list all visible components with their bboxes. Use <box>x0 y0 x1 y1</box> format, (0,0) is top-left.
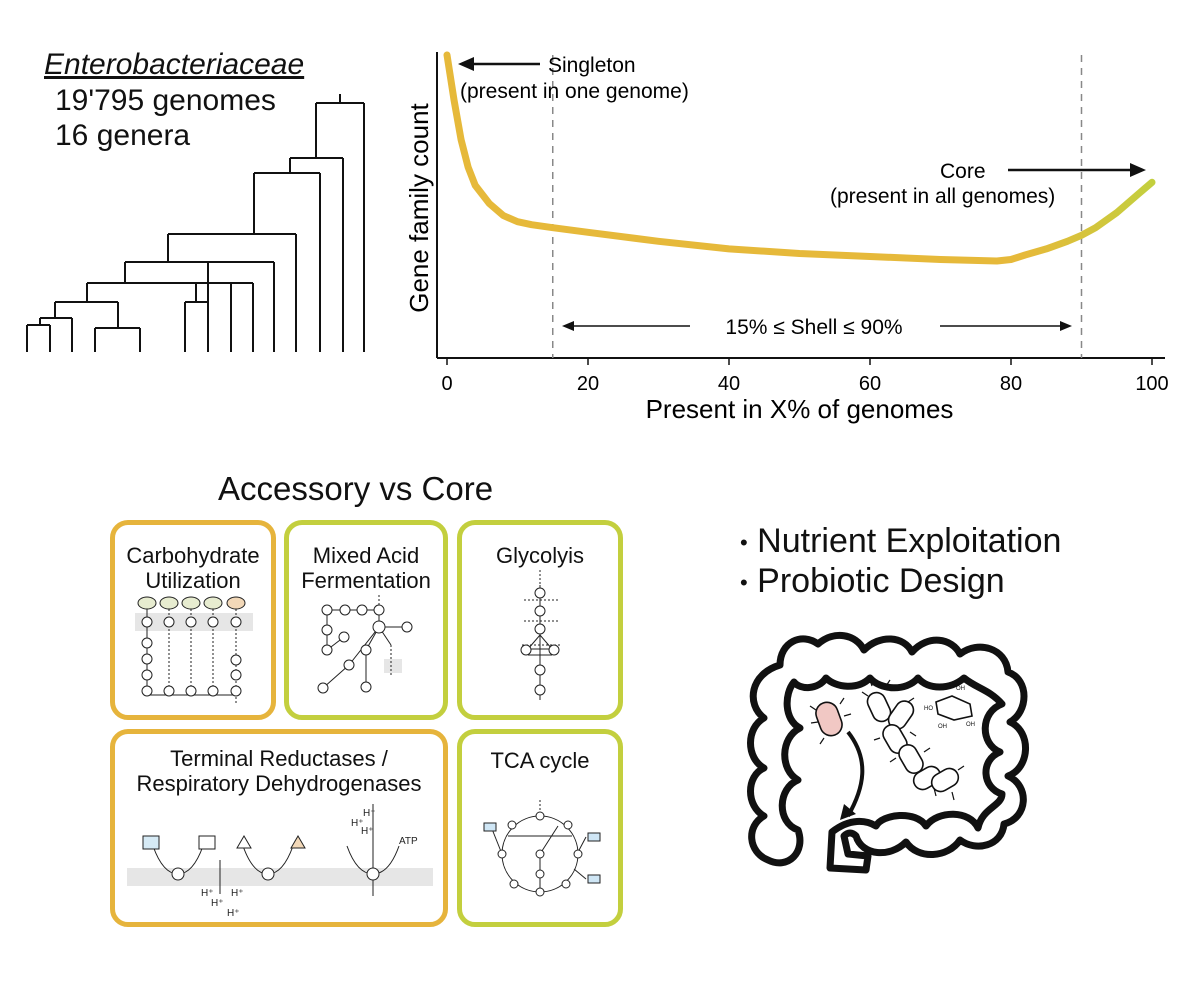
core-sub-label: (present in all genomes) <box>830 185 1055 208</box>
box-title-mixed-l1: Mixed Acid <box>312 543 420 568</box>
tca-cycle-icon <box>483 800 601 897</box>
box-title-glycolysis: Glycolyis <box>495 543 584 568</box>
x-tick-label: 80 <box>1000 373 1022 395</box>
atp-label: ATP <box>399 836 418 847</box>
shell-arrowhead-right <box>1060 321 1072 331</box>
x-ticks: 0 20 40 60 80 100 <box>441 358 1169 395</box>
genome-count: 19'795 genomes <box>55 84 276 117</box>
box-mixed-acid-fermentation: Mixed Acid Fermentation <box>284 520 448 720</box>
shell-boundaries <box>552 55 1083 358</box>
section-title: Accessory vs Core <box>218 470 494 507</box>
box-terminal-reductases: Terminal Reductases / Respiratory Dehydr… <box>110 729 448 927</box>
shell-label: 15% ≤ Shell ≤ 90% <box>725 316 902 339</box>
chart-axes: Gene family count Present in X% of genome… <box>404 52 1165 424</box>
h-plus-label: H⁺ <box>363 808 376 819</box>
series-curve <box>443 51 1156 265</box>
x-axis-label: Present in X% of genomes <box>646 394 954 424</box>
box-carbohydrate-utilization: Carbohydrate Utilization <box>110 520 276 720</box>
box-title-terminal-l1: Terminal Reductases / <box>170 746 388 771</box>
x-tick-label: 100 <box>1135 373 1168 395</box>
h-plus-label: H⁺ <box>361 826 374 837</box>
h-plus-label: H⁺ <box>201 888 214 899</box>
singleton-label: Singleton <box>548 54 636 77</box>
core-label: Core <box>940 160 986 183</box>
x-tick-label: 60 <box>859 373 881 395</box>
h-plus-label: H⁺ <box>211 898 224 909</box>
svg-text:OH: OH <box>956 686 965 692</box>
box-title-carbohydrate-l2: Utilization <box>145 568 241 593</box>
box-title-terminal-l2: Respiratory Dehydrogenases <box>136 771 422 796</box>
carbohydrate-pathway-icon <box>135 596 253 703</box>
pangenome-chart: Gene family count Present in X% of genome… <box>404 51 1169 424</box>
box-tca-cycle: TCA cycle <box>457 729 623 927</box>
x-tick-label: 40 <box>718 373 740 395</box>
x-tick-label: 20 <box>577 373 599 395</box>
x-tick-label: 0 <box>441 373 452 395</box>
h-plus-label: H⁺ <box>227 908 240 919</box>
box-title-tca: TCA cycle <box>490 748 590 773</box>
box-title-carbohydrate-l1: Carbohydrate <box>126 543 260 568</box>
svg-text:HO: HO <box>924 706 933 712</box>
bullet-nutrient-exploitation: Nutrient Exploitation <box>757 522 1062 560</box>
svg-text:OH: OH <box>938 724 947 730</box>
bullet-list: • Nutrient Exploitation • Probiotic Desi… <box>740 522 1061 602</box>
family-name: Enterobacteriaceae <box>44 48 305 81</box>
bullet-item: • Nutrient Exploitation <box>740 522 1062 560</box>
y-axis-label: Gene family count <box>404 102 434 312</box>
singleton-sub-label: (present in one genome) <box>460 80 689 103</box>
singleton-arrowhead <box>458 57 474 71</box>
h-plus-label: H⁺ <box>351 818 364 829</box>
gut-illustration: HO OH OH OH <box>747 632 1029 874</box>
shell-arrowhead-left <box>562 321 574 331</box>
box-glycolysis: Glycolyis <box>457 520 623 720</box>
series-line <box>443 51 1156 265</box>
respiration-icon: H⁺ H⁺ H⁺ H⁺ H⁺ H⁺ H⁺ ATP <box>127 804 433 919</box>
h-plus-label: H⁺ <box>231 888 244 899</box>
genera-count: 16 genera <box>55 119 191 152</box>
chart-annotations: Singleton (present in one genome) Core(pre… <box>458 54 1146 339</box>
bullet-item: • Probiotic Design <box>740 562 1005 601</box>
svg-text:OH: OH <box>966 722 975 728</box>
phylogenetic-tree <box>26 94 365 352</box>
bullet-probiotic-design: Probiotic Design <box>757 562 1005 601</box>
box-title-mixed-l2: Fermentation <box>301 568 431 593</box>
glycolysis-pathway-icon <box>520 570 560 700</box>
fermentation-pathway-icon <box>317 595 413 694</box>
core-arrowhead <box>1130 163 1146 177</box>
